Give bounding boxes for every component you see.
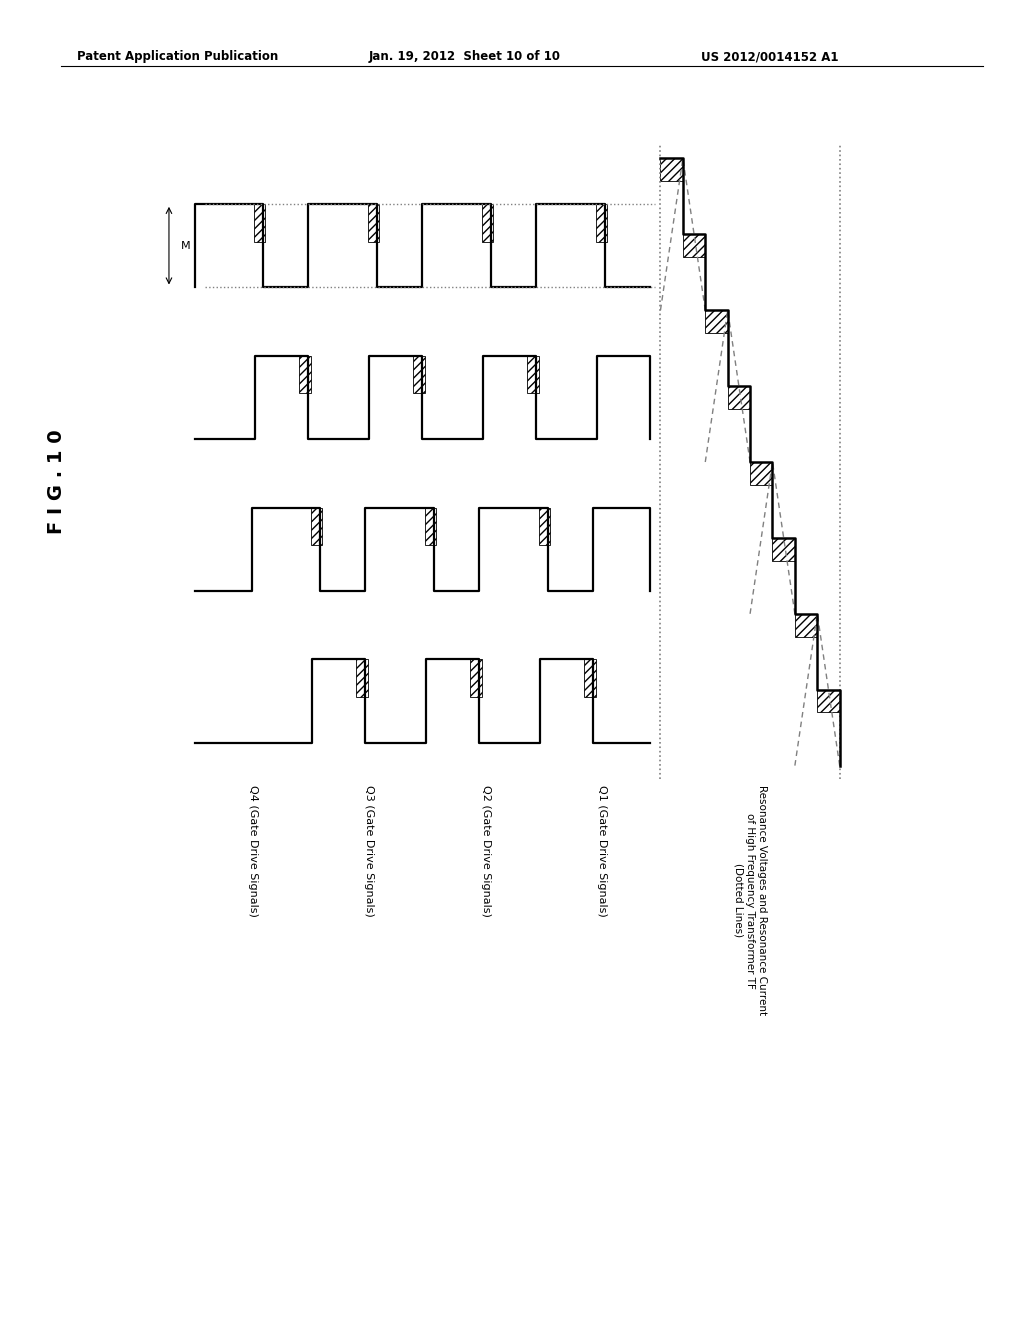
Bar	[795, 614, 817, 636]
Bar	[728, 385, 750, 409]
Bar	[584, 660, 596, 697]
Text: Q4 (Gate Drive Signals): Q4 (Gate Drive Signals)	[248, 785, 258, 917]
Text: Q3 (Gate Drive Signals): Q3 (Gate Drive Signals)	[365, 785, 375, 917]
Bar	[425, 508, 436, 545]
Bar	[683, 235, 706, 257]
Bar	[414, 355, 425, 393]
Text: Q2 (Gate Drive Signals): Q2 (Gate Drive Signals)	[480, 785, 490, 917]
Text: F I G . 1 0: F I G . 1 0	[47, 429, 66, 535]
Bar	[817, 689, 840, 713]
Bar	[254, 205, 265, 242]
Bar	[539, 508, 550, 545]
Bar	[706, 310, 728, 333]
Text: M: M	[181, 240, 190, 251]
Text: Q1 (Gate Drive Signals): Q1 (Gate Drive Signals)	[597, 785, 607, 917]
Bar	[750, 462, 772, 484]
Bar	[299, 355, 310, 393]
Bar	[596, 205, 607, 242]
Text: Jan. 19, 2012  Sheet 10 of 10: Jan. 19, 2012 Sheet 10 of 10	[369, 50, 561, 63]
Bar	[368, 205, 379, 242]
Bar	[470, 660, 481, 697]
Text: Resonance Voltages and Resonance Current
of High Frequency Transformer TF
(Dotte: Resonance Voltages and Resonance Current…	[733, 785, 767, 1015]
Text: Patent Application Publication: Patent Application Publication	[77, 50, 279, 63]
Bar	[772, 539, 795, 561]
Bar	[310, 508, 323, 545]
Bar	[356, 660, 368, 697]
Text: US 2012/0014152 A1: US 2012/0014152 A1	[701, 50, 839, 63]
Bar	[481, 205, 493, 242]
Bar	[527, 355, 539, 393]
Bar	[660, 158, 683, 181]
